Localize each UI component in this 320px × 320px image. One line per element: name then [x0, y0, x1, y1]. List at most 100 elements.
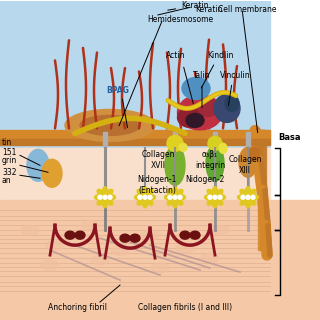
- Text: α₃β₁
integrin: α₃β₁ integrin: [195, 150, 225, 170]
- Ellipse shape: [177, 195, 186, 200]
- Bar: [103, 132, 107, 146]
- Ellipse shape: [142, 199, 148, 208]
- Ellipse shape: [206, 145, 224, 181]
- Bar: [173, 132, 177, 146]
- Ellipse shape: [102, 193, 108, 202]
- Ellipse shape: [106, 189, 113, 197]
- Ellipse shape: [147, 195, 156, 200]
- Ellipse shape: [75, 231, 85, 239]
- Text: BPAG: BPAG: [107, 86, 129, 95]
- Ellipse shape: [91, 255, 109, 265]
- Ellipse shape: [212, 199, 218, 208]
- Ellipse shape: [201, 253, 219, 263]
- Ellipse shape: [80, 116, 140, 135]
- Ellipse shape: [207, 198, 214, 205]
- Ellipse shape: [107, 195, 116, 200]
- Ellipse shape: [100, 195, 109, 200]
- Ellipse shape: [249, 147, 259, 161]
- Ellipse shape: [137, 189, 144, 197]
- Ellipse shape: [97, 189, 104, 197]
- Ellipse shape: [246, 195, 250, 199]
- Ellipse shape: [245, 187, 251, 196]
- Text: Collagen
XVII: Collagen XVII: [141, 150, 175, 170]
- Ellipse shape: [97, 198, 104, 205]
- Ellipse shape: [249, 198, 256, 205]
- Ellipse shape: [178, 195, 182, 199]
- Ellipse shape: [182, 77, 210, 100]
- Ellipse shape: [42, 159, 62, 187]
- Ellipse shape: [167, 198, 174, 205]
- Ellipse shape: [171, 194, 179, 201]
- Ellipse shape: [111, 245, 129, 255]
- Text: tin: tin: [2, 138, 12, 147]
- Ellipse shape: [214, 94, 240, 123]
- Bar: [213, 132, 217, 146]
- Ellipse shape: [217, 195, 226, 200]
- Ellipse shape: [41, 260, 59, 270]
- Ellipse shape: [244, 195, 252, 200]
- Ellipse shape: [176, 243, 194, 253]
- Ellipse shape: [212, 187, 218, 196]
- Ellipse shape: [65, 231, 75, 239]
- Text: Basa: Basa: [278, 133, 300, 142]
- Bar: [0, 130, 270, 140]
- Ellipse shape: [250, 195, 259, 200]
- Ellipse shape: [130, 234, 140, 242]
- Ellipse shape: [190, 231, 200, 239]
- Bar: [258, 130, 263, 250]
- Ellipse shape: [146, 198, 153, 205]
- Text: an: an: [2, 176, 12, 185]
- Ellipse shape: [225, 95, 239, 111]
- Ellipse shape: [102, 199, 108, 208]
- Ellipse shape: [178, 95, 222, 130]
- Ellipse shape: [120, 234, 130, 242]
- Ellipse shape: [204, 195, 213, 200]
- Ellipse shape: [108, 195, 112, 199]
- Ellipse shape: [207, 189, 214, 197]
- Bar: [246, 132, 250, 146]
- Ellipse shape: [216, 189, 223, 197]
- Ellipse shape: [178, 108, 203, 127]
- Ellipse shape: [237, 195, 246, 200]
- Ellipse shape: [142, 193, 148, 202]
- Ellipse shape: [81, 220, 99, 230]
- Ellipse shape: [208, 136, 222, 150]
- Ellipse shape: [176, 198, 183, 205]
- Ellipse shape: [218, 195, 222, 199]
- Ellipse shape: [103, 195, 107, 199]
- Ellipse shape: [211, 195, 220, 200]
- Ellipse shape: [141, 194, 149, 201]
- Text: Collagen
XIII: Collagen XIII: [228, 155, 262, 175]
- Ellipse shape: [141, 194, 149, 201]
- Ellipse shape: [106, 198, 113, 205]
- Ellipse shape: [172, 193, 178, 202]
- Ellipse shape: [172, 199, 178, 208]
- Text: 332: 332: [2, 168, 17, 177]
- Ellipse shape: [148, 195, 152, 199]
- Ellipse shape: [140, 195, 149, 200]
- Text: Talin: Talin: [193, 71, 211, 80]
- Ellipse shape: [208, 195, 212, 199]
- Ellipse shape: [101, 194, 109, 201]
- Ellipse shape: [176, 189, 183, 197]
- Ellipse shape: [211, 194, 219, 201]
- Ellipse shape: [101, 194, 109, 201]
- Ellipse shape: [249, 189, 256, 197]
- Ellipse shape: [244, 194, 252, 201]
- Ellipse shape: [167, 189, 174, 197]
- Ellipse shape: [141, 230, 159, 240]
- Ellipse shape: [168, 195, 172, 199]
- Ellipse shape: [94, 195, 103, 200]
- Text: grin: grin: [2, 156, 17, 165]
- Ellipse shape: [171, 194, 179, 201]
- Text: Hemidesmosome: Hemidesmosome: [147, 15, 213, 24]
- Text: Vinculin: Vinculin: [220, 71, 250, 80]
- Ellipse shape: [143, 195, 147, 199]
- Ellipse shape: [245, 199, 251, 208]
- Ellipse shape: [165, 145, 185, 185]
- Ellipse shape: [213, 195, 217, 199]
- Text: Cell membrane: Cell membrane: [218, 5, 276, 14]
- Ellipse shape: [172, 187, 178, 196]
- Ellipse shape: [244, 194, 252, 201]
- Bar: [0, 200, 320, 320]
